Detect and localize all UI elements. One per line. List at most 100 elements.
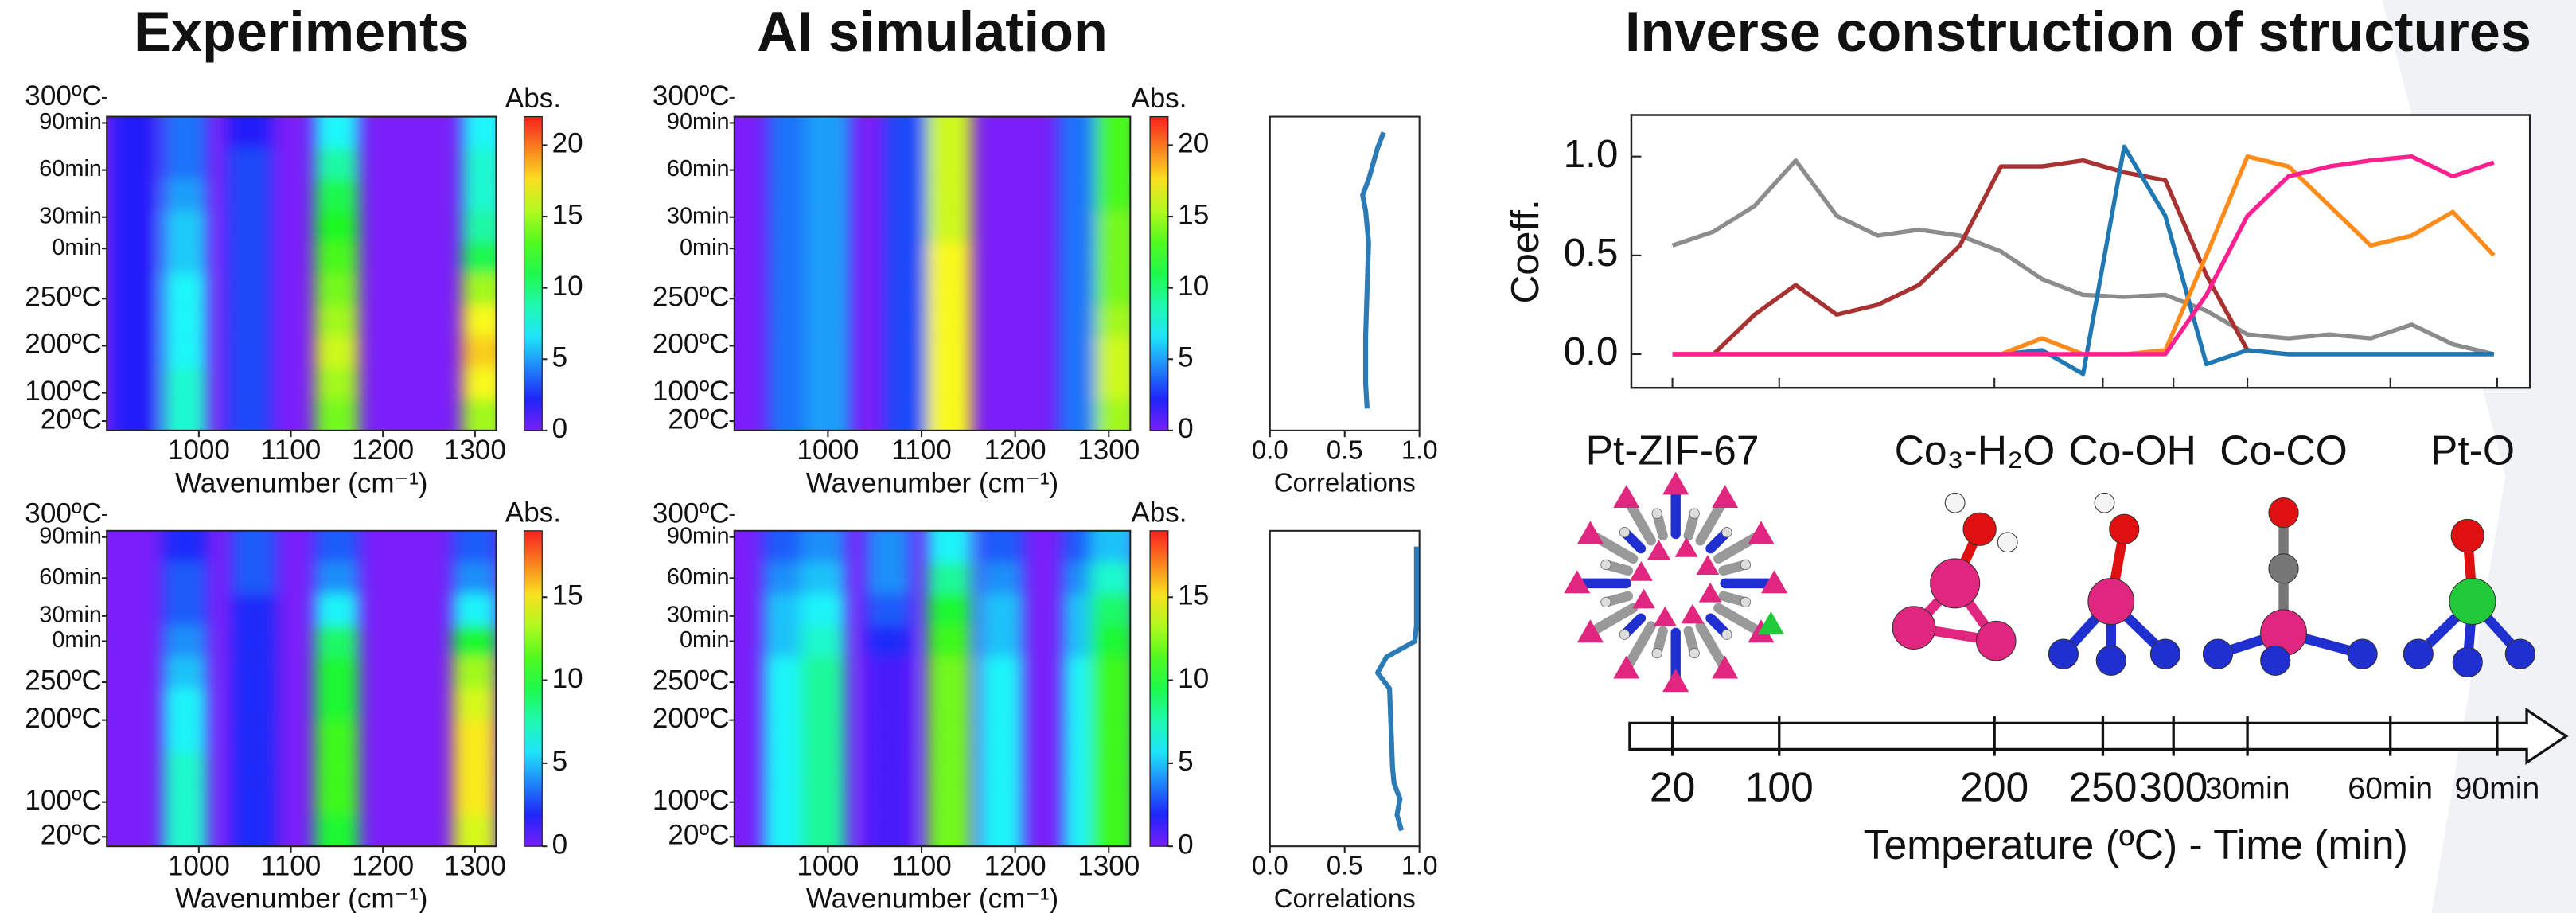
- heatmap-cell: [805, 210, 851, 243]
- heatmap-cell: [1090, 657, 1131, 689]
- heatmap-cell: [1095, 179, 1131, 211]
- heatmap-cell: [227, 148, 272, 180]
- y-tick-label: 100ºC: [25, 785, 102, 816]
- heatmap-cell: [112, 399, 157, 431]
- y-tick-label: 200ºC: [25, 703, 102, 734]
- colorbar-label: Abs.: [1131, 497, 1187, 528]
- correlation-line: [1374, 546, 1419, 832]
- colorbar-tick-label: 0: [1178, 829, 1194, 860]
- heatmap-cell: [885, 210, 930, 243]
- zif-node: [1600, 559, 1611, 570]
- heatmap-cell: [927, 399, 972, 431]
- heatmap-cell: [227, 273, 272, 306]
- heatmap-cell: [314, 530, 360, 563]
- x-tick-label: 1000: [797, 435, 859, 466]
- heatmap-cell: [978, 657, 1024, 689]
- heatmap-cell: [462, 116, 497, 149]
- heatmap-cell: [112, 116, 157, 149]
- zif-tetrahedron: [1674, 537, 1698, 557]
- heatmap-cell: [978, 751, 1024, 783]
- timeline-label: 250: [2068, 764, 2137, 810]
- y-tick-label: 300ºC: [25, 80, 102, 111]
- heatmap-cell: [885, 116, 930, 149]
- x-axis-label: Temperature (ºC) - Time (min): [1864, 821, 2408, 868]
- x-tick-label: 1000: [168, 435, 230, 466]
- heatmap-cell: [462, 399, 497, 431]
- heatmap-cell: [1095, 210, 1131, 243]
- heatmap-cell: [314, 179, 360, 211]
- y-tick-label: 200ºC: [653, 329, 730, 360]
- heatmap-cell: [1090, 782, 1131, 815]
- colorbar-tick-label: 5: [1178, 746, 1194, 777]
- heatmap-cell: [314, 273, 360, 306]
- heatmap-cell: [112, 368, 157, 400]
- y-tick-label: 0.0: [1564, 330, 1619, 373]
- heatmap-cell: [462, 242, 497, 274]
- heatmap-cell: [162, 148, 208, 180]
- heatmap-cell: [978, 530, 1024, 563]
- heatmap-cell: [1095, 242, 1131, 274]
- heatmap-cell: [927, 242, 972, 274]
- panel-title: AI simulation: [757, 0, 1108, 63]
- heatmap-cell: [927, 657, 972, 689]
- heatmap-cells: [763, 530, 1131, 847]
- atom: [2452, 646, 2483, 678]
- colorbar-tick-label: 0: [552, 829, 568, 860]
- atom: [2149, 638, 2180, 669]
- heatmap-cell: [453, 562, 497, 595]
- heatmap-cell: [112, 148, 157, 180]
- heatmap-plot: [107, 116, 497, 431]
- heatmap-cell: [162, 657, 208, 689]
- y-tick-label: 100ºC: [653, 785, 730, 816]
- heatmap-cell: [927, 210, 972, 243]
- heatmap-cell: [227, 368, 272, 400]
- y-tick-label: 30min: [667, 602, 730, 627]
- colorbar: [1149, 115, 1169, 431]
- heatmap-cell: [801, 594, 846, 626]
- heatmap-cell: [801, 625, 846, 657]
- colorbar-tick-label: 0: [1178, 413, 1194, 444]
- heatmap-cell: [453, 782, 497, 815]
- atom: [1892, 606, 1936, 650]
- x-tick-label: 1100: [261, 850, 321, 881]
- heatmap-plot: [734, 116, 1131, 431]
- heatmap-cell: [927, 273, 972, 306]
- heatmap-cell: [112, 242, 157, 274]
- x-tick-label: 0.0: [1252, 435, 1288, 464]
- heatmap-cell: [112, 210, 157, 243]
- heatmap-cell: [927, 688, 972, 720]
- heatmap-cell: [232, 782, 277, 815]
- heatmap-cells: [768, 116, 1131, 431]
- heatmap-cell: [314, 562, 360, 595]
- zif-tetrahedron: [1662, 471, 1689, 495]
- heatmap-cell: [314, 116, 360, 149]
- heatmap-cell: [927, 179, 972, 211]
- colorbar: [1149, 530, 1169, 847]
- heatmap-cell: [1090, 720, 1131, 752]
- heatmap-cell: [453, 625, 497, 657]
- heatmap-cell: [801, 720, 846, 752]
- heatmap-cell: [866, 657, 912, 689]
- colorbar-tick-label: 5: [552, 342, 568, 373]
- heatmap-cell: [866, 530, 912, 563]
- structure-label: Co₃-H₂O: [1895, 427, 2056, 473]
- atom: [2094, 492, 2115, 513]
- heatmap-cell: [927, 562, 972, 595]
- heatmap-cell: [232, 814, 277, 847]
- colorbar-tick-label: 20: [1178, 128, 1209, 159]
- zif-tetrahedron: [1632, 588, 1655, 609]
- heatmap-cell: [162, 530, 208, 563]
- colorbar: [523, 115, 543, 431]
- zif-node: [1651, 648, 1662, 659]
- atom: [2449, 578, 2496, 626]
- heatmap-cell: [227, 336, 272, 369]
- x-tick-label: 1000: [168, 850, 230, 881]
- heatmap-cell: [978, 562, 1024, 595]
- heatmap-cell: [462, 148, 497, 180]
- zif-node: [1689, 508, 1700, 519]
- heatmap-cell: [314, 336, 360, 369]
- atom: [2268, 553, 2299, 584]
- heatmap-cell: [866, 720, 912, 752]
- heatmap-cell: [866, 814, 912, 847]
- coefficient-line: [1671, 158, 2495, 357]
